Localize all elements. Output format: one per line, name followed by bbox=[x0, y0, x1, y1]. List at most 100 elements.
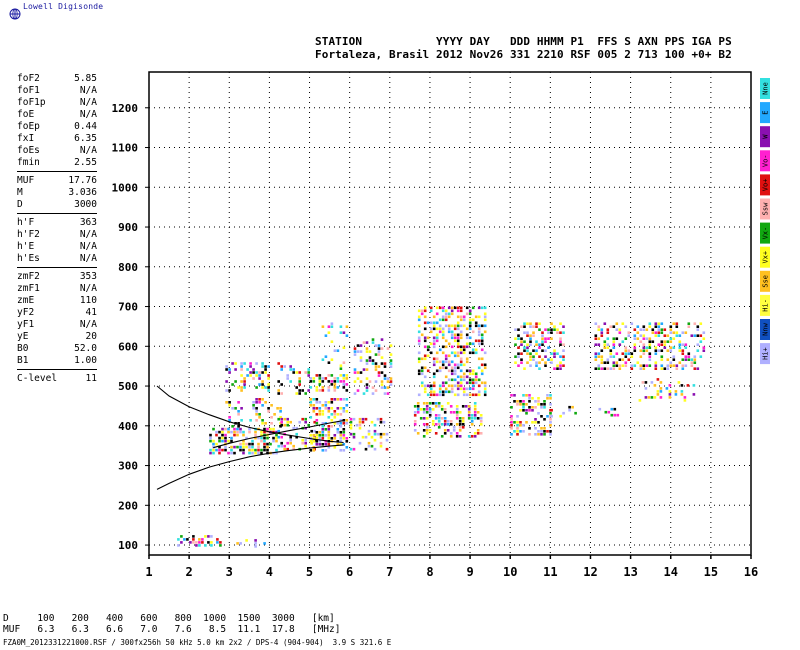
echo-point bbox=[440, 423, 444, 426]
echo-point bbox=[465, 306, 469, 310]
echo-point bbox=[459, 345, 463, 349]
echo-point bbox=[435, 312, 439, 316]
echo-point bbox=[233, 430, 236, 434]
echo-point bbox=[615, 328, 619, 331]
echo-point bbox=[693, 361, 697, 364]
echo-point bbox=[556, 367, 559, 370]
echo-point bbox=[624, 352, 628, 355]
echo-point bbox=[275, 451, 278, 455]
echo-point bbox=[248, 445, 251, 449]
echo-point bbox=[359, 350, 363, 353]
echo-point bbox=[525, 409, 528, 412]
echo-point bbox=[275, 436, 278, 440]
echo-point bbox=[562, 364, 565, 367]
echo-point bbox=[657, 322, 661, 325]
echo-point bbox=[422, 411, 426, 414]
echo-point bbox=[681, 352, 685, 355]
echo-point bbox=[440, 408, 444, 411]
echo-point bbox=[476, 417, 480, 420]
echo-point bbox=[425, 411, 429, 414]
echo-point bbox=[333, 389, 337, 392]
echo-point bbox=[479, 414, 483, 417]
echo-point bbox=[467, 417, 471, 420]
echo-point bbox=[541, 340, 544, 343]
echo-point bbox=[324, 428, 328, 431]
echo-point bbox=[459, 375, 463, 379]
echo-point bbox=[474, 378, 478, 382]
echo-point bbox=[227, 430, 230, 434]
echo-point bbox=[286, 423, 289, 427]
echo-point bbox=[345, 389, 349, 392]
echo-point bbox=[444, 360, 448, 364]
echo-point bbox=[417, 342, 421, 346]
echo-point bbox=[455, 423, 459, 426]
echo-point bbox=[687, 352, 691, 355]
echo-point bbox=[549, 394, 552, 397]
echo-point bbox=[258, 416, 261, 419]
echo-point bbox=[455, 417, 459, 420]
echo-point bbox=[437, 402, 441, 405]
echo-point bbox=[639, 367, 643, 370]
echo-point bbox=[549, 412, 552, 415]
echo-point bbox=[177, 538, 180, 541]
param-value: 41 bbox=[85, 307, 97, 318]
echo-point bbox=[549, 433, 552, 436]
echo-point bbox=[630, 322, 634, 325]
echo-point bbox=[432, 336, 436, 340]
echo-point bbox=[257, 448, 260, 452]
echo-point bbox=[516, 415, 519, 418]
x-tick-label: 6 bbox=[346, 565, 353, 579]
echo-point bbox=[315, 431, 319, 434]
echo-point bbox=[447, 327, 451, 331]
echo-point bbox=[345, 422, 349, 425]
echo-point bbox=[435, 336, 439, 340]
echo-point bbox=[212, 427, 215, 431]
echo-point bbox=[272, 427, 275, 431]
echo-point bbox=[441, 351, 445, 355]
echo-point bbox=[280, 368, 283, 371]
echo-point bbox=[615, 337, 619, 340]
echo-point bbox=[606, 328, 610, 331]
echo-point bbox=[692, 393, 696, 396]
echo-point bbox=[684, 331, 688, 334]
echo-point bbox=[370, 435, 374, 439]
echo-point bbox=[371, 362, 375, 365]
echo-point bbox=[610, 413, 614, 417]
echo-point bbox=[327, 331, 331, 334]
echo-point bbox=[376, 432, 380, 436]
echo-point bbox=[444, 381, 448, 385]
echo-point bbox=[446, 423, 450, 426]
echo-point bbox=[562, 411, 565, 415]
echo-point bbox=[597, 364, 601, 367]
echo-point bbox=[541, 331, 544, 334]
echo-point bbox=[480, 333, 484, 337]
echo-point bbox=[435, 333, 439, 337]
echo-point bbox=[672, 355, 676, 358]
echo-point bbox=[468, 378, 472, 382]
echo-point bbox=[371, 386, 375, 389]
echo-point bbox=[389, 380, 393, 383]
echo-point bbox=[243, 362, 246, 365]
echo-point bbox=[455, 408, 459, 411]
param-key: B0 bbox=[17, 343, 29, 354]
echo-point bbox=[669, 331, 673, 334]
echo-point bbox=[693, 367, 697, 370]
echo-point bbox=[327, 431, 331, 434]
echo-point bbox=[272, 439, 275, 443]
echo-point bbox=[453, 306, 457, 310]
echo-point bbox=[613, 413, 617, 417]
param-row-foep: foEp 0.44 bbox=[17, 121, 97, 133]
echo-point bbox=[353, 368, 357, 371]
echo-point bbox=[618, 364, 622, 367]
echo-point bbox=[417, 318, 421, 322]
echo-point bbox=[660, 364, 664, 367]
echo-point bbox=[660, 367, 664, 370]
echo-point bbox=[426, 369, 430, 373]
echo-point bbox=[648, 325, 652, 328]
echo-point bbox=[483, 312, 487, 316]
echo-point bbox=[532, 355, 535, 358]
echo-point bbox=[367, 441, 371, 445]
echo-point bbox=[383, 374, 387, 377]
echo-point bbox=[177, 544, 180, 547]
echo-point bbox=[239, 427, 242, 431]
